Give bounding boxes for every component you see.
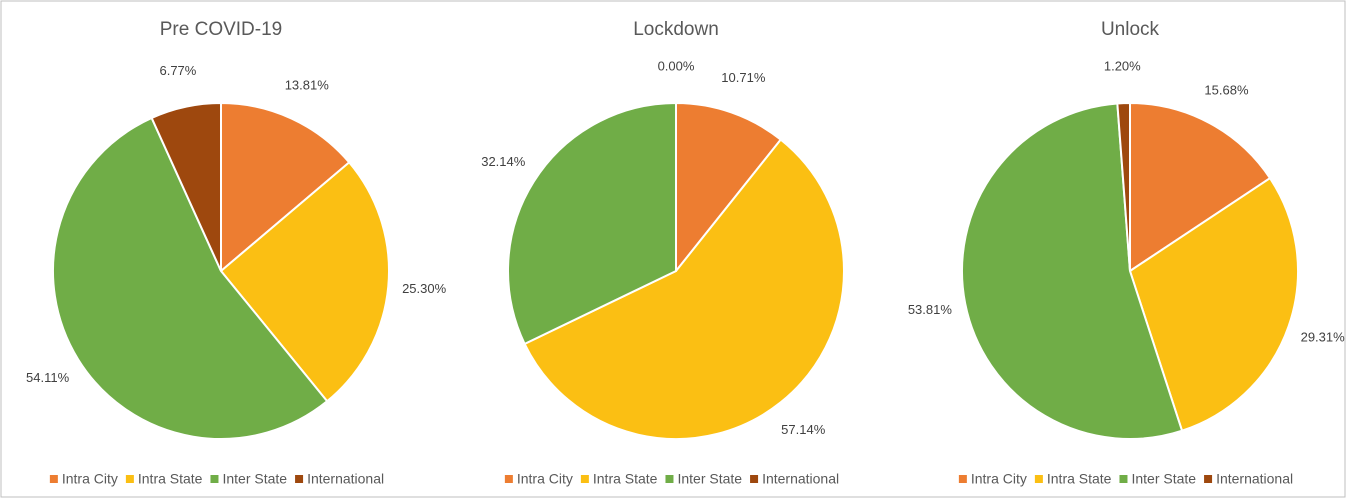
pie-slice [220, 101, 351, 274]
data-label: 53.81% [908, 302, 953, 317]
data-label: 13.81% [285, 77, 330, 92]
legend-label: International [762, 471, 839, 487]
pie-slice [523, 138, 845, 440]
legend-label: Intra City [971, 471, 1027, 487]
legend-swatch [295, 475, 304, 483]
pie-slice [150, 101, 222, 272]
data-label: 32.14% [481, 154, 526, 169]
pie-slice [961, 102, 1184, 440]
data-label: 57.14% [781, 422, 826, 437]
pie-slice [1129, 101, 1272, 273]
data-label: 1.20% [1104, 59, 1141, 74]
legend-swatch [504, 475, 513, 483]
legend-label: Inter State [1131, 471, 1196, 487]
legend-swatch [125, 475, 134, 483]
legend-label: Inter State [222, 471, 287, 487]
legend-label: International [1216, 471, 1293, 487]
legend-swatch [1119, 475, 1128, 483]
legend-swatch [1034, 475, 1043, 483]
pie-slice [507, 101, 677, 346]
legend-label: International [307, 471, 384, 487]
pie-slice [219, 160, 390, 403]
chart-title: Unlock [1101, 19, 1160, 40]
chart-title: Pre COVID-19 [160, 19, 282, 40]
data-label: 0.00% [658, 58, 695, 73]
data-label: 29.31% [1301, 330, 1346, 345]
legend-swatch [750, 475, 759, 483]
pie-slice [1116, 101, 1131, 272]
data-label: 54.11% [26, 370, 70, 385]
legend-swatch [210, 475, 219, 483]
pie-slice [1128, 176, 1299, 433]
legend-swatch [580, 475, 589, 483]
legend-swatch [49, 475, 58, 483]
legend-label: Intra City [517, 471, 573, 487]
data-label: 10.71% [721, 70, 766, 85]
data-label: 6.77% [159, 63, 196, 78]
legend-label: Intra State [138, 471, 203, 487]
pie-slice [675, 101, 783, 274]
chart-title: Lockdown [633, 19, 719, 40]
legend-label: Intra State [1047, 471, 1112, 487]
legend-label: Intra City [62, 471, 118, 487]
legend-swatch [958, 475, 967, 483]
pie-slice [52, 116, 329, 440]
data-label: 15.68% [1204, 83, 1249, 98]
data-label: 25.30% [402, 281, 447, 296]
legend-swatch [665, 475, 674, 483]
legend-label: Inter State [677, 471, 742, 487]
legend-label: Intra State [593, 471, 658, 487]
legend-swatch [1204, 475, 1213, 483]
